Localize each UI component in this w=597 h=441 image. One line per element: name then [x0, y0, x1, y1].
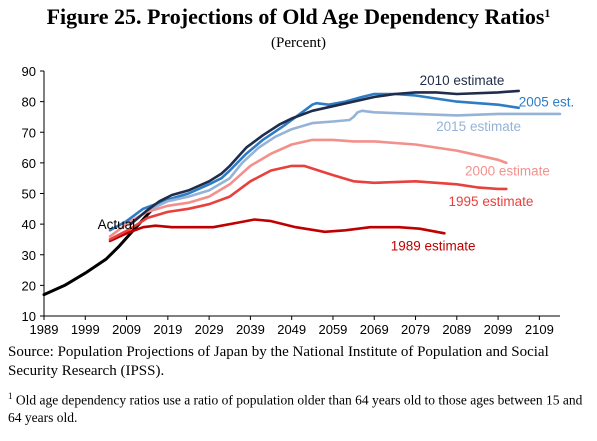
y-tick-label: 40 [22, 217, 36, 232]
chart-axes: 10 20 30 40 50 60 70 80 90 1989 1999 2009 2019 2029 20… [22, 64, 560, 337]
series-label-1989-estimate: 1989 estimate [391, 239, 476, 254]
x-tick-label: 2109 [525, 322, 554, 337]
chart-series [42, 89, 562, 297]
y-tick-label: 30 [22, 248, 36, 263]
x-tick-label: 2059 [318, 322, 347, 337]
x-tick-label: 2009 [112, 322, 141, 337]
series-line-1995-estimate [108, 164, 508, 241]
x-tick-label: 1989 [30, 322, 59, 337]
y-tick-label: 60 [22, 156, 36, 171]
footnote-marker: 1 [8, 391, 13, 401]
chart-title-text: Figure 25. Projections of Old Age Depend… [46, 4, 545, 29]
chart-subtitle: (Percent) [271, 35, 326, 51]
source-note: Source: Population Projections of Japan … [8, 344, 549, 379]
series-label-2010-estimate: 2010 estimate [420, 73, 505, 88]
x-tick-label: 2019 [153, 322, 182, 337]
x-tick-label: 2049 [277, 322, 306, 337]
series-label-2000-estimate: 2000 estimate [465, 164, 550, 179]
series-label-2005-est: 2005 est. [519, 95, 575, 110]
x-tick-label: 2039 [236, 322, 265, 337]
x-tick-label: 2089 [442, 322, 471, 337]
y-tick-label: 10 [22, 309, 36, 324]
series-label-2015-estimate: 2015 estimate [436, 119, 521, 134]
series-label-1995-estimate: 1995 estimate [449, 194, 534, 209]
series-line-2010-estimate [129, 89, 520, 226]
series-line-2015-estimate [150, 109, 562, 211]
chart-series-labels: Actual 2010 estimate 2005 est. 2015 estimat… [98, 73, 575, 253]
series-line-2000-estimate [108, 138, 508, 238]
x-tick-label: 2079 [401, 322, 430, 337]
y-tick-label: 90 [22, 64, 36, 79]
y-tick-label: 70 [22, 125, 36, 140]
x-tick-label: 1999 [71, 322, 100, 337]
x-tick-label: 2029 [195, 322, 224, 337]
line-chart: 10 20 30 40 50 60 70 80 90 1989 1999 2009 2019 2029 20… [22, 64, 575, 337]
footnote: 1 Old age dependency ratios use a ratio … [8, 388, 593, 426]
y-tick-label: 50 [22, 187, 36, 202]
x-tick-label: 2099 [484, 322, 513, 337]
title-footnote-marker: 1 [544, 6, 551, 20]
y-tick-label: 80 [22, 95, 36, 110]
footnote-text: Old age dependency ratios use a ratio of… [8, 392, 583, 425]
series-label-actual: Actual [98, 217, 136, 232]
chart-title: Figure 25. Projections of Old Age Depend… [0, 4, 597, 30]
x-tick-label: 2069 [360, 322, 389, 337]
series-line-1989-estimate [108, 218, 446, 243]
y-tick-label: 20 [22, 278, 36, 293]
